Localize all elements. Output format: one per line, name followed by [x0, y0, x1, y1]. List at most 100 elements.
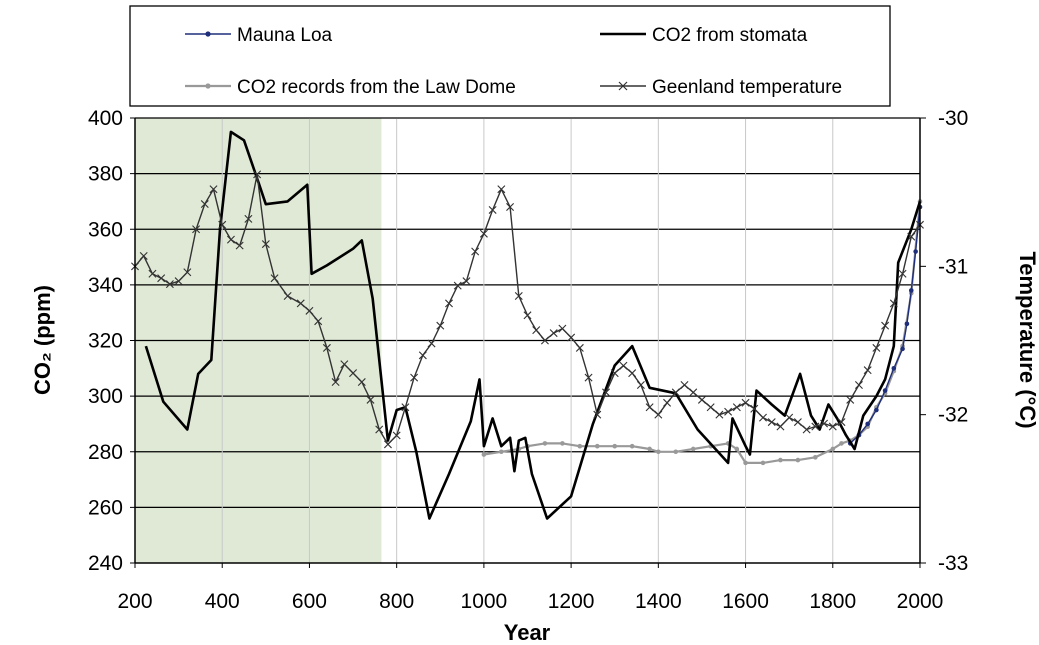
data-point	[913, 249, 918, 254]
data-point	[689, 388, 698, 397]
data-point	[331, 378, 340, 387]
data-point	[593, 410, 602, 419]
data-point	[471, 247, 480, 256]
x-tick-label: 400	[205, 590, 240, 613]
data-point	[900, 346, 905, 352]
legend-item-3: Geenland temperature	[600, 77, 842, 98]
data-point	[375, 425, 384, 434]
data-point	[706, 403, 715, 412]
y-left-tick-label: 320	[88, 330, 123, 353]
data-point	[253, 170, 262, 179]
data-point	[436, 321, 445, 330]
data-point	[882, 388, 888, 393]
data-point	[636, 381, 645, 389]
data-point	[481, 452, 487, 457]
data-point	[908, 288, 914, 293]
y-left-tick-label: 400	[88, 107, 123, 130]
y-left-tick-label: 300	[88, 385, 123, 408]
data-point	[192, 225, 201, 234]
x-tick-label: 1800	[809, 590, 856, 613]
data-point	[854, 381, 863, 389]
data-point	[148, 269, 157, 278]
data-point	[506, 203, 515, 211]
x-tick-label: 800	[379, 590, 414, 613]
data-point	[183, 268, 192, 277]
x-tick-label: 2000	[897, 590, 944, 613]
data-point	[497, 185, 506, 194]
data-point	[594, 443, 600, 449]
y-right-axis-title: Temperature (°C)	[1015, 251, 1039, 428]
y-left-tick-label: 360	[88, 218, 123, 241]
data-point	[567, 333, 576, 342]
data-point	[139, 251, 148, 260]
data-point	[820, 419, 829, 428]
data-point	[340, 360, 349, 369]
x-tick-label: 600	[292, 590, 327, 613]
data-point	[793, 418, 802, 427]
data-point	[602, 388, 610, 397]
data-point	[759, 413, 767, 422]
data-point	[157, 274, 166, 283]
data-point	[283, 292, 292, 300]
data-point	[715, 410, 724, 419]
legend-marker	[618, 81, 628, 91]
data-point	[392, 431, 401, 440]
data-point	[865, 421, 870, 427]
data-point	[499, 449, 504, 455]
data-point	[349, 369, 358, 378]
data-point	[488, 205, 497, 214]
data-point	[645, 403, 654, 412]
data-point	[575, 343, 584, 352]
data-point	[654, 410, 663, 419]
data-point	[445, 299, 453, 308]
data-point	[226, 235, 235, 244]
y-left-axis-title: CO₂ (ppm)	[30, 285, 55, 395]
data-point	[828, 422, 837, 431]
data-point	[673, 449, 679, 455]
data-point	[540, 336, 549, 345]
data-point	[462, 277, 471, 286]
data-point	[837, 418, 846, 427]
x-tick-label: 1000	[461, 590, 508, 613]
data-point	[724, 407, 733, 416]
series-3	[131, 170, 924, 449]
data-point	[357, 378, 366, 387]
series-line	[144, 130, 922, 520]
y-right-tick-label: -33	[938, 552, 968, 575]
data-point	[235, 241, 244, 250]
data-point	[741, 398, 750, 407]
series-layer	[131, 130, 924, 520]
data-point	[795, 457, 801, 463]
data-point	[558, 324, 567, 333]
data-point	[322, 343, 331, 352]
data-point	[904, 321, 910, 327]
series-0	[847, 204, 923, 446]
data-point	[218, 220, 227, 229]
legend-marker	[205, 31, 211, 37]
x-tick-label: 200	[117, 590, 152, 613]
x-axis-title: Year	[504, 620, 551, 645]
data-point	[560, 441, 565, 446]
data-point	[743, 460, 748, 466]
data-point	[629, 443, 635, 449]
data-point	[628, 369, 637, 378]
data-point	[165, 280, 174, 289]
data-point	[734, 446, 740, 452]
y-left-tick-label: 240	[88, 552, 123, 575]
data-point	[671, 388, 680, 397]
data-point	[767, 418, 776, 427]
series-1	[144, 130, 922, 520]
data-point	[802, 425, 811, 434]
data-point	[785, 413, 794, 422]
data-point	[410, 373, 419, 382]
legend-label: Mauna Loa	[237, 25, 333, 46]
tick-labels: 200 400 600 800 1000 1200 1400 1600 1800 2000 240 2…	[88, 107, 968, 613]
data-point	[453, 281, 462, 290]
data-point	[872, 343, 881, 352]
data-point	[479, 229, 488, 238]
data-point	[863, 366, 872, 375]
data-point	[209, 185, 218, 194]
data-point	[314, 317, 323, 326]
data-point	[690, 446, 696, 452]
